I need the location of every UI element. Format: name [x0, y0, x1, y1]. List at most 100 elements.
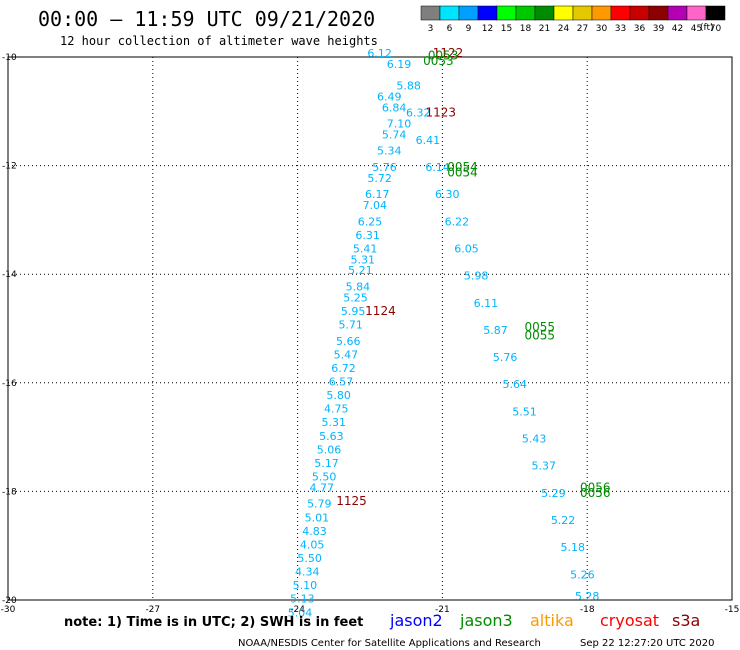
data-point-s3a: 5.66: [336, 335, 361, 348]
data-point-s3a: 5.17: [314, 457, 339, 470]
time-label: 0055: [524, 328, 555, 342]
footer-note: note: 1) Time is in UTC; 2) SWH is in fe…: [64, 615, 363, 630]
y-tick-label: -14: [2, 270, 17, 280]
legend-swatch: [496, 5, 517, 21]
data-point-s3a: 5.31: [351, 253, 376, 266]
satellite-legend: jason2 jason3 altika cryosat s3a: [389, 611, 700, 630]
legend-swatch: [420, 5, 441, 21]
data-point-s3a: 5.63: [319, 430, 344, 443]
data-points: 6.126.496.847.105.745.345.765.726.177.04…: [288, 47, 600, 619]
data-point-jason3: 5.88: [396, 80, 421, 93]
legend-swatch: [572, 5, 593, 21]
legend-swatch: [553, 5, 574, 21]
y-tick-label: -12: [2, 162, 17, 172]
data-point-s3a: 6.31: [355, 229, 380, 242]
x-tick-label: -15: [725, 605, 740, 615]
time-label: 0053: [423, 54, 454, 68]
legend-label: 39: [653, 24, 665, 34]
data-point-s3a: 7.10: [387, 118, 412, 131]
data-point-s3a: 5.41: [353, 242, 378, 255]
satellite-jason3: jason3: [459, 611, 513, 630]
x-tick-label: -30: [1, 605, 16, 615]
data-point-s3a: 5.79: [307, 498, 332, 511]
data-point-s3a: 5.21: [348, 264, 373, 277]
data-point-s3a: 5.01: [305, 511, 330, 524]
footer-credit: NOAA/NESDIS Center for Satellite Applica…: [238, 638, 541, 649]
legend-label: 21: [539, 24, 550, 34]
data-point-jason3: 6.05: [454, 242, 479, 255]
time-label: 1123: [426, 106, 457, 120]
data-point-jason3: 6.41: [416, 134, 441, 147]
data-point-s3a: 6.12: [367, 47, 392, 60]
data-point-jason3: 6.19: [387, 58, 412, 71]
legend-swatch: [591, 5, 612, 21]
legend-swatch: [610, 5, 631, 21]
data-point-jason3: 5.22: [551, 514, 576, 527]
data-point-s3a: 5.13: [290, 593, 315, 606]
y-tick-label: -20: [2, 596, 17, 606]
legend-label: 3: [428, 24, 434, 34]
data-point-s3a: 4.05: [300, 538, 325, 551]
data-point-s3a: 5.06: [317, 443, 342, 456]
legend-label: 42: [672, 24, 683, 34]
legend-swatch: [458, 5, 479, 21]
legend-label: 27: [577, 24, 588, 34]
data-point-jason3: 5.87: [483, 324, 508, 337]
y-tick-label: -18: [2, 487, 17, 497]
legend-label: 9: [466, 24, 472, 34]
data-point-s3a: 7.04: [363, 199, 388, 212]
y-tick-label: -10: [2, 53, 17, 63]
x-tick-label: -27: [145, 605, 160, 615]
data-point-s3a: 5.25: [343, 291, 368, 304]
data-point-s3a: 5.47: [334, 348, 359, 361]
data-point-s3a: 5.31: [322, 416, 347, 429]
data-point-s3a: 5.71: [338, 319, 363, 332]
time-label: 0054: [447, 165, 478, 179]
data-point-jason3: 6.32: [406, 107, 431, 120]
legend-label: 12: [482, 24, 493, 34]
data-point-jason3: 5.37: [532, 460, 557, 473]
legend-swatch: [686, 5, 707, 21]
satellite-cryosat: cryosat: [600, 611, 659, 630]
data-point-jason3: 5.51: [512, 405, 537, 418]
data-point-s3a: 6.25: [358, 215, 383, 228]
data-point-s3a: 5.84: [346, 280, 371, 293]
satellite-altika: altika: [530, 611, 574, 630]
legend-swatch: [534, 5, 555, 21]
data-point-jason3: 6.11: [474, 297, 499, 310]
legend-swatch: [705, 5, 726, 21]
legend-swatch: [477, 5, 498, 21]
time-label: 0056: [580, 480, 611, 494]
x-tick-label: -21: [435, 605, 450, 615]
x-tick-label: -24: [290, 605, 305, 615]
legend-label: 18: [520, 24, 532, 34]
legend-label: 24: [558, 24, 570, 34]
data-point-jason3: 5.43: [522, 433, 547, 446]
legend-label: 6: [447, 24, 453, 34]
time-label: 1124: [365, 304, 396, 318]
data-point-jason3: 5.98: [464, 270, 489, 283]
legend-unit: (ft): [700, 23, 714, 33]
data-point-s3a: 4.83: [302, 525, 327, 538]
time-label: 0055: [524, 320, 555, 334]
plot-frame: [7, 56, 733, 601]
data-point-jason3: 5.64: [503, 378, 528, 391]
data-point-s3a: 5.34: [377, 145, 402, 158]
data-point-s3a: 6.49: [377, 90, 402, 103]
legend-swatch: [667, 5, 688, 21]
legend-label: 33: [615, 24, 626, 34]
data-point-s3a: 5.04: [288, 606, 313, 619]
time-label: 0054: [447, 160, 478, 174]
legend-label: 70: [710, 24, 722, 34]
time-label: 1125: [336, 494, 367, 508]
data-point-s3a: 4.75: [324, 403, 349, 416]
data-point-s3a: 5.50: [312, 471, 337, 484]
data-point-s3a: 6.17: [365, 188, 390, 201]
data-point-jason3: 6.22: [445, 215, 470, 228]
data-point-s3a: 6.72: [331, 362, 356, 375]
data-point-jason3: 5.18: [560, 541, 585, 554]
legend-swatch: [439, 5, 460, 21]
x-tick-label: -18: [580, 605, 595, 615]
